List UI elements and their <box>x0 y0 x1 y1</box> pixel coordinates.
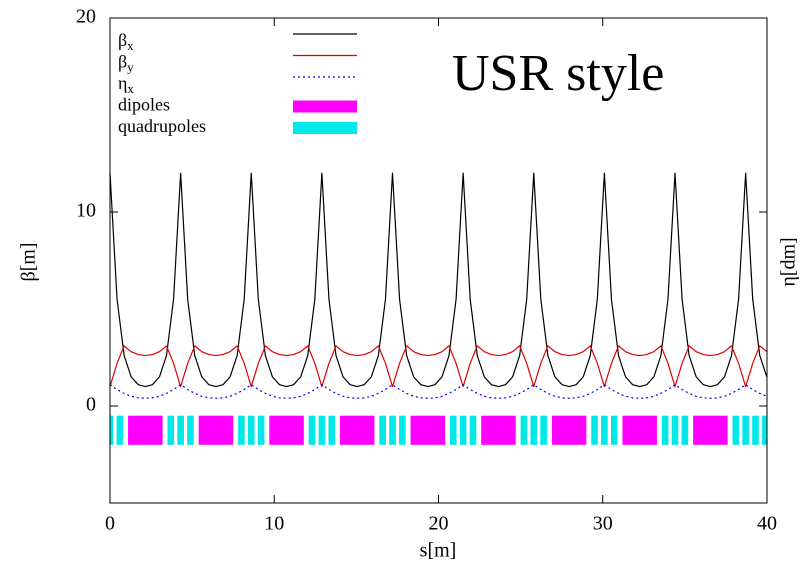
magnet <box>520 415 528 445</box>
magnet <box>238 415 245 445</box>
legend-subscript: x <box>127 38 134 53</box>
magnet <box>610 415 618 445</box>
series-line <box>109 384 768 399</box>
series-line <box>109 345 768 388</box>
magnet <box>481 415 516 445</box>
magnet <box>551 415 587 445</box>
x-tick-label: 20 <box>429 513 449 535</box>
y-axis-label: β[m] <box>18 242 40 281</box>
magnet <box>177 415 184 445</box>
y2-axis-label: η[dm] <box>778 237 800 286</box>
magnet <box>389 415 396 445</box>
legend-swatch <box>293 122 357 134</box>
magnet <box>530 415 538 445</box>
legend-subscript: y <box>127 59 134 74</box>
magnet <box>732 415 740 445</box>
series-line <box>109 172 768 388</box>
magnet <box>379 415 386 445</box>
magnet <box>752 415 759 445</box>
magnet <box>591 415 598 445</box>
y-tick-label: 20 <box>76 6 96 28</box>
legend-name: η <box>118 73 127 93</box>
legend-name: β <box>118 30 127 50</box>
magnet <box>116 415 124 445</box>
magnet <box>308 415 316 445</box>
legend-label: βy <box>118 52 134 75</box>
legend-label: βx <box>118 30 134 53</box>
magnet <box>601 415 608 445</box>
legend-label: quadrupoles <box>118 116 206 136</box>
magnet <box>762 415 767 445</box>
x-axis-label: s[m] <box>420 540 457 562</box>
magnet <box>318 415 326 445</box>
y-tick-label: 0 <box>86 394 96 416</box>
magnet <box>257 415 265 445</box>
magnet <box>247 415 255 445</box>
x-tick-label: 10 <box>264 513 284 535</box>
legend-label: ηx <box>118 73 134 96</box>
magnet <box>167 415 175 445</box>
y-tick-label: 10 <box>76 200 96 222</box>
magnet <box>328 415 336 445</box>
magnet <box>693 415 728 445</box>
magnet <box>339 415 375 445</box>
magnet <box>128 415 163 445</box>
magnet <box>449 415 457 445</box>
x-tick-label: 40 <box>757 513 777 535</box>
magnet <box>742 415 749 445</box>
magnet <box>399 415 406 445</box>
legend-name: β <box>118 52 127 72</box>
annotation: USR style <box>452 45 664 102</box>
magnet <box>459 415 467 445</box>
magnet <box>469 415 477 445</box>
magnet <box>110 415 114 445</box>
legend-label: dipoles <box>118 95 170 115</box>
magnet <box>540 415 547 445</box>
legend-swatch <box>293 100 357 113</box>
magnet <box>198 415 234 445</box>
magnet <box>661 415 669 445</box>
x-tick-label: 0 <box>105 513 115 535</box>
magnet <box>681 415 689 445</box>
legend-subscript: x <box>127 81 134 96</box>
magnet <box>269 415 304 445</box>
magnet <box>622 415 657 445</box>
magnet <box>187 415 194 445</box>
x-tick-label: 30 <box>593 513 613 535</box>
magnet <box>671 415 679 445</box>
magnet <box>410 415 446 445</box>
